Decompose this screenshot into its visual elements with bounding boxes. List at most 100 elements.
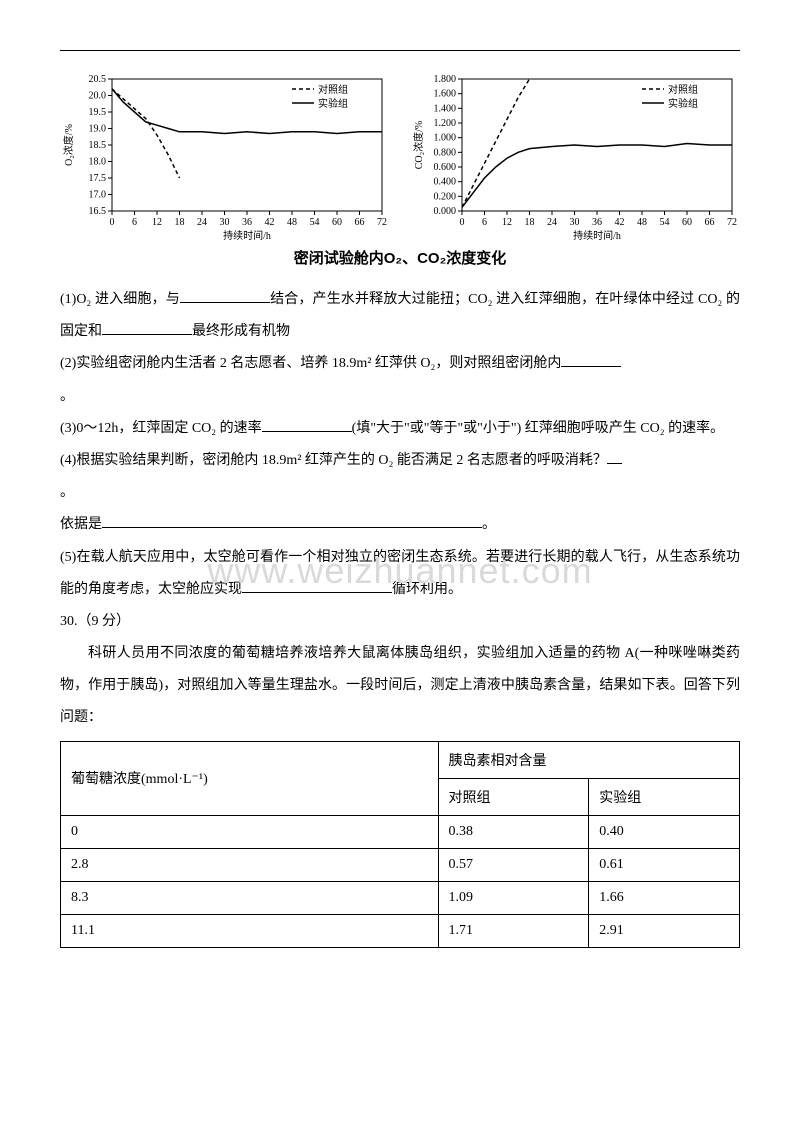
q2-tail: 。 (60, 389, 74, 404)
table-cell: 2.8 (61, 848, 439, 881)
table-subheader-exp: 实验组 (589, 778, 740, 815)
svg-text:66: 66 (705, 217, 715, 228)
svg-text:48: 48 (637, 217, 647, 228)
q4-basis: 依据是 (60, 517, 102, 532)
question-30-body: 科研人员用不同浓度的葡萄糖培养液培养大鼠离体胰岛组织，实验组加入适量的药物 A(… (60, 638, 740, 735)
table-body: 00.380.402.80.570.618.31.091.6611.11.712… (61, 815, 740, 947)
chart-o2-svg: 16.517.017.518.018.519.019.520.020.50612… (60, 71, 390, 241)
svg-text:48: 48 (287, 217, 297, 228)
question-5: (5)在载人航天应用中，太空舱可看作一个相对独立的密闭生态系统。若要进行长期的载… (60, 542, 740, 606)
q4-blank-2 (102, 513, 482, 528)
q1-tail: 最终形成有机物 (192, 324, 290, 339)
table-row: 11.11.712.91 (61, 914, 740, 947)
q1-blank-1 (180, 288, 270, 303)
table-cell: 1.66 (589, 881, 740, 914)
table-cell: 2.91 (589, 914, 740, 947)
svg-text:6: 6 (132, 217, 137, 228)
q3-prefix: (3)0～12h，红萍固定 CO₂ 的速率 (60, 421, 262, 436)
svg-text:16.5: 16.5 (89, 206, 107, 217)
q5-blank (242, 578, 392, 593)
chart-o2: 16.517.017.518.018.519.019.520.020.50612… (60, 71, 390, 241)
q1-prefix: (1)O₂ 进入细胞，与 (60, 292, 180, 307)
charts-row: 16.517.017.518.018.519.019.520.020.50612… (60, 71, 740, 241)
data-table: 葡萄糖浓度(mmol·L⁻¹) 胰岛素相对含量 对照组 实验组 00.380.4… (60, 741, 740, 948)
table-row: 葡萄糖浓度(mmol·L⁻¹) 胰岛素相对含量 (61, 741, 740, 778)
svg-text:6: 6 (482, 217, 487, 228)
svg-text:30: 30 (220, 217, 230, 228)
svg-text:30: 30 (570, 217, 580, 228)
table-cell: 0.57 (438, 848, 589, 881)
table-cell: 8.3 (61, 881, 439, 914)
chart-co2: 0.0000.2000.4000.6000.8001.0001.2001.400… (410, 71, 740, 241)
svg-text:42: 42 (265, 217, 275, 228)
table-cell: 0.40 (589, 815, 740, 848)
q1-blank-2 (102, 320, 192, 335)
svg-text:18.0: 18.0 (89, 157, 107, 168)
svg-text:12: 12 (502, 217, 512, 228)
svg-text:17.5: 17.5 (89, 173, 107, 184)
question-30-header: 30.（9 分） (60, 606, 740, 638)
svg-text:0: 0 (460, 217, 465, 228)
svg-text:0.200: 0.200 (434, 191, 457, 202)
table-header-col2: 胰岛素相对含量 (438, 741, 739, 778)
svg-text:42: 42 (615, 217, 625, 228)
svg-text:18: 18 (175, 217, 185, 228)
table-cell: 1.71 (438, 914, 589, 947)
svg-text:36: 36 (242, 217, 252, 228)
q2-blank (561, 352, 621, 367)
svg-text:19.5: 19.5 (89, 107, 107, 118)
table-cell: 0.61 (589, 848, 740, 881)
table-subheader-control: 对照组 (438, 778, 589, 815)
svg-text:实验组: 实验组 (318, 97, 348, 110)
svg-text:对照组: 对照组 (318, 83, 348, 96)
svg-text:36: 36 (592, 217, 602, 228)
chart-caption: 密闭试验舱内O₂、CO₂浓度变化 (60, 247, 740, 268)
svg-text:0.800: 0.800 (434, 147, 457, 158)
svg-text:1.000: 1.000 (434, 133, 457, 144)
question-1: (1)O₂ 进入细胞，与结合，产生水并释放大过能扭；CO₂ 进入红萍细胞，在叶绿… (60, 284, 740, 348)
svg-text:1.600: 1.600 (434, 89, 457, 100)
chart-co2-svg: 0.0000.2000.4000.6000.8001.0001.2001.400… (410, 71, 740, 241)
svg-text:18: 18 (525, 217, 535, 228)
table-row: 8.31.091.66 (61, 881, 740, 914)
q3-hint: (填"大于"或"等于"或"小于") 红萍细胞呼吸产生 CO₂ 的速率。 (352, 421, 724, 436)
q2-prefix: (2)实验组密闭舱内生活者 2 名志愿者、培养 18.9m² 红萍供 O₂，则对… (60, 356, 561, 371)
svg-text:20.5: 20.5 (89, 74, 107, 85)
q3-blank (262, 417, 352, 432)
q4-tail: 。 (482, 517, 496, 532)
top-rule (60, 50, 740, 51)
q4-prefix: (4)根据实验结果判断，密闭舱内 18.9m² 红萍产生的 O₂ 能否满足 2 … (60, 453, 607, 468)
svg-text:1.800: 1.800 (434, 74, 457, 85)
svg-text:对照组: 对照组 (668, 83, 698, 96)
table-row: 2.80.570.61 (61, 848, 740, 881)
svg-text:17.0: 17.0 (89, 190, 107, 201)
table-cell: 0.38 (438, 815, 589, 848)
svg-text:72: 72 (377, 217, 387, 228)
table-header-col1: 葡萄糖浓度(mmol·L⁻¹) (61, 741, 439, 815)
svg-text:CO₂浓度/%: CO₂浓度/% (412, 121, 425, 170)
page: 16.517.017.518.018.519.019.520.020.50612… (0, 0, 800, 988)
svg-text:持续时间/h: 持续时间/h (223, 229, 271, 241)
q4-dot: 。 (60, 485, 74, 500)
q5-tail: 循环利用。 (392, 582, 462, 597)
svg-text:19.0: 19.0 (89, 124, 107, 135)
svg-text:持续时间/h: 持续时间/h (573, 229, 621, 241)
q4-blank-1 (607, 449, 622, 464)
svg-text:24: 24 (197, 217, 207, 228)
svg-text:66: 66 (355, 217, 365, 228)
svg-text:1.200: 1.200 (434, 118, 457, 129)
svg-text:24: 24 (547, 217, 557, 228)
svg-text:0.400: 0.400 (434, 177, 457, 188)
svg-text:0: 0 (110, 217, 115, 228)
table-cell: 1.09 (438, 881, 589, 914)
svg-text:54: 54 (310, 217, 320, 228)
svg-text:12: 12 (152, 217, 162, 228)
question-3: (3)0～12h，红萍固定 CO₂ 的速率 (填"大于"或"等于"或"小于") 红… (60, 413, 740, 445)
svg-text:60: 60 (332, 217, 342, 228)
svg-text:20.0: 20.0 (89, 91, 107, 102)
question-4: (4)根据实验结果判断，密闭舱内 18.9m² 红萍产生的 O₂ 能否满足 2 … (60, 445, 740, 542)
svg-text:1.400: 1.400 (434, 103, 457, 114)
svg-text:0.600: 0.600 (434, 162, 457, 173)
table-cell: 0 (61, 815, 439, 848)
svg-text:60: 60 (682, 217, 692, 228)
